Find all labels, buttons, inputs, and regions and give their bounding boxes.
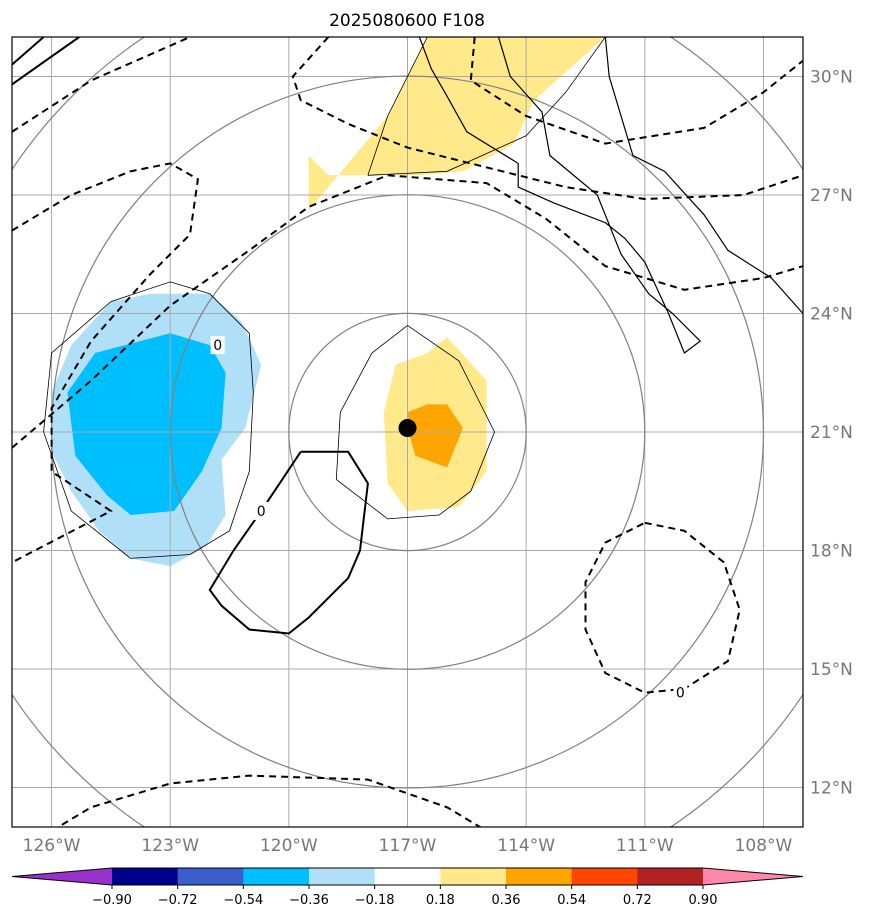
filled-region-4: [308, 37, 606, 211]
x-tick-label: 108°W: [735, 836, 793, 856]
dashed-contour-3: [291, 37, 803, 201]
filled-region-3: [407, 404, 463, 468]
colorbar-extend-low: [12, 868, 112, 885]
chart-title: 2025080600 F108: [329, 11, 485, 31]
thin-contour-1: [335, 325, 495, 520]
y-tick-label: 21°N: [810, 423, 853, 443]
y-tick-label: 27°N: [810, 186, 853, 206]
colorbar-extend-high: [703, 868, 803, 885]
colorbar-segment-5: [440, 868, 507, 885]
colorbar-segment-7: [571, 868, 638, 885]
colorbar-tick-label: −0.90: [92, 893, 132, 908]
colorbar-tick-label: 0.18: [426, 893, 455, 908]
x-tick-label: 126°W: [23, 836, 81, 856]
colorbar-segment-3: [309, 868, 376, 885]
contour-label-bg: [210, 336, 225, 355]
colorbar-segment-1: [177, 868, 244, 885]
colorbar-tick-label: 0.90: [689, 893, 718, 908]
colorbar-segment-0: [112, 868, 179, 885]
x-tick-label: 123°W: [141, 836, 199, 856]
center-marker-layer: [398, 419, 417, 438]
y-axis-ticks: 12°N 15°N 18°N 21°N 24°N 27°N 30°N: [810, 68, 853, 799]
contour-label: 0: [213, 338, 222, 354]
colorbar-segment-4: [374, 868, 441, 885]
colorbar-segment-8: [637, 868, 704, 885]
thin-contour-2: [367, 37, 606, 176]
y-tick-label: 12°N: [810, 779, 853, 799]
contour-label: 0: [257, 504, 266, 520]
colorbar-tick-label: −0.18: [355, 893, 395, 908]
colorbar-tick-label: 0.36: [492, 893, 521, 908]
colorbar: −0.90 −0.72 −0.54 −0.36 −0.18 0.18 0.36 0.54 0.7…: [11, 867, 804, 908]
dashed-contour-5: [584, 521, 741, 694]
solid-contour-0: [208, 450, 369, 635]
y-tick-label: 24°N: [810, 305, 853, 325]
plot-frame: [11, 36, 804, 828]
filled-contours: [51, 37, 606, 567]
dashed-contour-0: [12, 174, 803, 449]
coastline: [418, 37, 803, 354]
contour-label: 0: [676, 686, 685, 702]
colorbar-tick-label: −0.72: [158, 893, 198, 908]
thin-contour-0: [43, 281, 254, 559]
y-tick-label: 15°N: [810, 660, 853, 680]
coastline-0: [418, 37, 702, 354]
dashed-contour-4: [469, 37, 803, 145]
dashed-contour-6: [56, 774, 482, 827]
x-axis-ticks: 126°W 123°W 120°W 117°W 114°W 111°W 108°W: [23, 836, 793, 856]
solid-contour-2: [12, 37, 45, 66]
x-tick-label: 117°W: [379, 836, 437, 856]
solid-contour-1: [12, 37, 80, 86]
colorbar-tick-label: −0.54: [223, 893, 263, 908]
x-tick-label: 111°W: [616, 836, 674, 856]
contour-label-bg: [254, 502, 269, 520]
colorbar-tick-label: −0.36: [289, 893, 329, 908]
line-contours: 0 0 0: [12, 37, 803, 827]
range-ring-1: [169, 194, 646, 670]
thin-contours: [43, 37, 606, 559]
colorbar-tick-label: 0.54: [557, 893, 586, 908]
center-marker: [398, 419, 417, 438]
colorbar-segment-2: [243, 868, 310, 885]
y-tick-label: 18°N: [810, 542, 853, 562]
x-tick-label: 120°W: [260, 836, 318, 856]
range-ring-0: [288, 312, 527, 552]
contour-label-bg: [673, 683, 688, 702]
x-tick-label: 114°W: [497, 836, 555, 856]
filled-region-1: [67, 333, 226, 515]
y-tick-label: 30°N: [810, 68, 853, 88]
colorbar-tick-label: 0.72: [623, 893, 652, 908]
coastline-1: [604, 37, 803, 314]
colorbar-segment-6: [506, 868, 573, 885]
dashed-contour-1: [12, 162, 199, 564]
